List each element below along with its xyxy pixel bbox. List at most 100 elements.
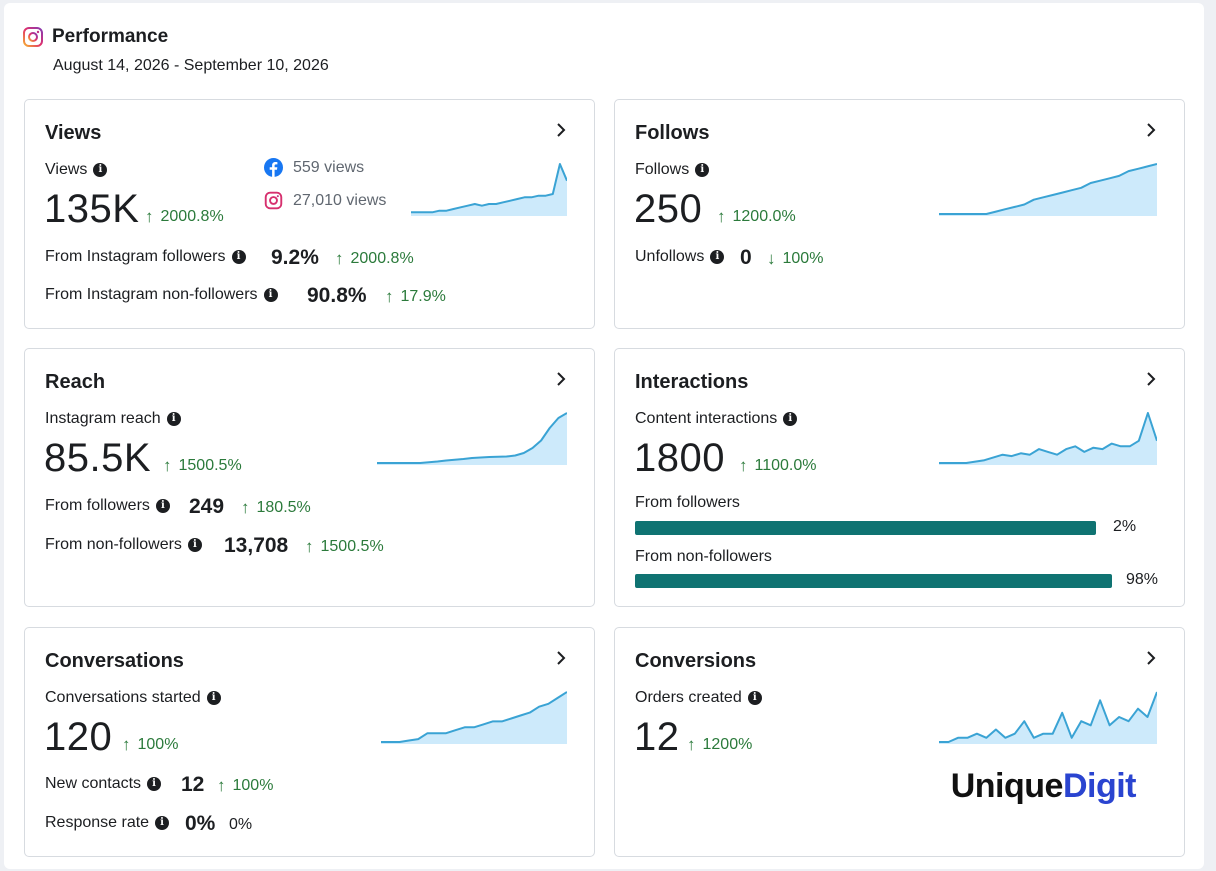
sparkline-area [939,164,1157,216]
interactions-label: Content interactions i [635,410,798,428]
response-delta: 0% [229,816,253,833]
chevron-right-icon[interactable] [1144,122,1158,138]
sparkline-area [377,413,567,465]
sparkline-line [939,691,1157,743]
date-range: August 14, 2026 - September 10, 2026 [53,57,329,74]
nonfollowers-label: From non-followers i [45,536,202,554]
nonfollowers-bar-fill [635,574,1113,588]
sparkline-area [381,692,567,744]
unfollows-value: 0 [740,246,752,269]
followers-pct: 2% [1113,518,1137,535]
card-title: Views [45,122,102,144]
chevron-right-icon[interactable] [1144,371,1158,387]
views-delta: ↑ 2000.8% [145,207,224,226]
conversions-sparkline [939,691,1157,744]
info-icon[interactable]: i [695,163,710,177]
contacts-value: 12 [181,773,205,796]
conversions-delta: ↑ 1200% [687,735,753,754]
instagram-views: 27,010 views [264,191,386,210]
chevron-right-icon[interactable] [1144,650,1158,666]
info-icon[interactable]: i [783,412,798,426]
info-icon[interactable]: i [231,250,246,264]
conversations-label: Conversations started i [45,689,221,707]
facebook-views: 559 views [264,158,364,177]
info-icon[interactable]: i [206,691,221,705]
interactions-delta: ↑ 1100.0% [739,456,817,475]
conversations-delta: ↑ 100% [122,735,179,754]
card-title: Interactions [635,371,749,393]
facebook-icon [264,158,283,177]
followers-bar [635,521,1105,535]
nonfollowers-pct: 98% [1126,571,1159,588]
sparkline-line [377,412,567,464]
card-title: Conversations [45,650,184,672]
follows-sparkline [939,163,1157,216]
unfollows-label: Unfollows i [635,248,725,266]
interactions-value: 1800 [634,436,725,480]
contacts-label: New contacts i [45,775,162,793]
info-icon[interactable]: i [187,538,202,552]
followers-label: From followers [635,494,740,511]
nonfollowers-bar [635,574,1117,588]
page-title: Performance [52,26,169,47]
conversations-value: 120 [44,715,113,759]
interactions-sparkline [939,412,1157,465]
conversions-value: 12 [634,715,680,759]
followers-bar-fill [635,521,1096,535]
views-sparkline [411,163,567,216]
response-value: 0% [185,812,216,835]
follows-card[interactable]: Follows Follows i 250 ↑ 1200.0% Unfollows i… [614,99,1185,329]
info-icon[interactable]: i [710,250,725,264]
info-icon[interactable]: i [747,691,762,705]
nonfollowers-value: 13,708 [224,534,289,557]
interactions-card[interactable]: Interactions Content interactions i 1800 … [614,348,1185,607]
info-icon[interactable]: i [263,288,278,302]
brand-logo: UniqueDigit [946,761,1140,812]
unfollows-delta: ↓ 100% [767,249,824,268]
followers-label: From Instagram followers i [45,248,246,266]
chevron-right-icon[interactable] [554,371,568,387]
instagram-icon [22,26,44,53]
followers-value: 9.2% [271,246,319,269]
nonfollowers-label: From non-followers [635,548,772,565]
reach-card[interactable]: Reach Instagram reach i 85.5K ↑ 1500.5% Fr… [24,348,595,607]
sparkline-line [381,691,567,743]
card-title: Reach [45,371,106,393]
reach-delta: ↑ 1500.5% [163,456,242,475]
reach-value: 85.5K [44,436,152,480]
sparkline-line [411,163,567,214]
nonfollowers-label: From Instagram non-followers i [45,286,278,304]
response-label: Response rate i [45,814,170,832]
follows-delta: ↑ 1200.0% [717,207,796,226]
reach-label: Instagram reach i [45,410,181,428]
chevron-right-icon[interactable] [554,122,568,138]
nonfollowers-value: 90.8% [307,284,367,307]
follows-label: Follows i [635,161,710,179]
conversations-card[interactable]: Conversations Conversations started i 120… [24,627,595,857]
info-icon[interactable]: i [93,163,108,177]
views-value: 135K [44,187,140,231]
info-icon[interactable]: i [155,499,170,513]
nonfollowers-delta: ↑ 17.9% [385,287,446,306]
sparkline-area [939,413,1157,465]
info-icon[interactable]: i [166,412,181,426]
followers-delta: ↑ 2000.8% [335,249,414,268]
sparkline-line [939,412,1157,464]
reach-sparkline [377,412,567,465]
conversions-card[interactable]: Conversions Orders created i 12 ↑ 1200% Un… [614,627,1185,857]
instagram-icon [264,191,283,210]
views-card[interactable]: Views Views i 135K ↑ 2000.8% 559 views 27,… [24,99,595,329]
conversations-sparkline [381,691,567,744]
card-title: Conversions [635,650,757,672]
followers-delta: ↑ 180.5% [241,498,311,517]
info-icon[interactable]: i [155,816,170,830]
chevron-right-icon[interactable] [554,650,568,666]
followers-value: 249 [189,495,225,518]
sparkline-line [939,163,1157,215]
views-label: Views i [45,161,108,179]
card-title: Follows [635,122,710,144]
info-icon[interactable]: i [147,777,162,791]
nonfollowers-delta: ↑ 1500.5% [305,537,384,556]
sparkline-area [939,692,1157,744]
follows-value: 250 [634,187,703,231]
